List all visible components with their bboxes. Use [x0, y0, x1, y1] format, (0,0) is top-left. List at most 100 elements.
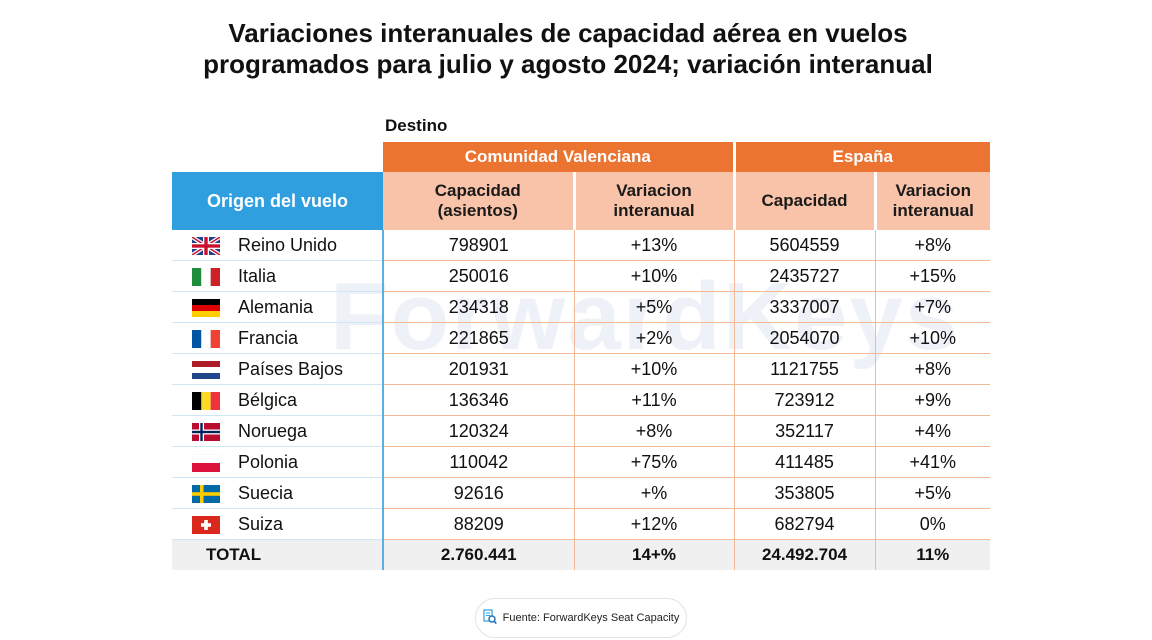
cv-variation-cell: +8% [574, 415, 735, 447]
table-body: Reino Unido 798901 +13% 5604559 +8% Italia 250… [172, 230, 990, 570]
source-text: Fuente: ForwardKeys Seat Capacity [502, 612, 680, 624]
cv-variation-cell: +13% [574, 230, 735, 261]
total-row: TOTAL 2.760.441 14+% 24.492.704 11% [172, 539, 990, 570]
title-line-2: programados para julio y agosto 2024; va… [203, 49, 933, 79]
cv-variation-cell: +% [574, 477, 735, 509]
es-capacity-cell: 723912 [734, 384, 876, 416]
origin-name: Suecia [238, 482, 294, 503]
origin-name: Polonia [238, 451, 299, 472]
chart-title: Variaciones interanuales de capacidad aé… [0, 18, 1136, 80]
group-header-es: España [734, 142, 990, 172]
table-row: Noruega 120324 +8% 352117 +4% [172, 415, 990, 447]
es-variation-cell: +8% [875, 353, 990, 385]
capacity-table: Comunidad Valenciana España Origen del v… [172, 142, 990, 570]
cv-variation-cell: +2% [574, 322, 735, 354]
origin-name: Italia [238, 265, 277, 286]
norway-flag-icon [192, 422, 220, 441]
origin-name: Países Bajos [238, 358, 344, 379]
origin-cell: Reino Unido [172, 230, 384, 261]
es-variation-cell: +10% [875, 322, 990, 354]
origin-cell: Suiza [172, 508, 384, 540]
total-es-variation: 11% [875, 539, 990, 570]
cv-capacity-cell: 92616 [383, 477, 575, 509]
cv-capacity-cell: 88209 [383, 508, 575, 540]
table-row: Países Bajos 201931 +10% 1121755 +8% [172, 353, 990, 385]
netherlands-flag-icon [192, 360, 220, 379]
cv-capacity-cell: 250016 [383, 260, 575, 292]
table-row: Suiza 88209 +12% 682794 0% [172, 508, 990, 540]
cv-capacity-cell: 221865 [383, 322, 575, 354]
total-label: TOTAL [172, 539, 384, 570]
germany-flag-icon [192, 298, 220, 317]
origin-name: Reino Unido [238, 234, 338, 255]
table-row: Francia 221865 +2% 2054070 +10% [172, 322, 990, 354]
magnifier-document-icon [483, 608, 497, 628]
es-variation-cell: +9% [875, 384, 990, 416]
cv-variation-cell: +11% [574, 384, 735, 416]
es-capacity-cell: 411485 [734, 446, 876, 478]
es-capacity-cell: 352117 [734, 415, 876, 447]
table-row: Bélgica 136346 +11% 723912 +9% [172, 384, 990, 416]
es-capacity-cell: 682794 [734, 508, 876, 540]
table-row: Polonia 110042 +75% 411485 +41% [172, 446, 990, 478]
cv-variation-header: Variacion interanual [574, 172, 736, 230]
origin-name: Bélgica [238, 389, 298, 410]
belgium-flag-icon [192, 391, 220, 410]
switzerland-flag-icon [192, 515, 220, 534]
es-capacity-cell: 1121755 [734, 353, 876, 385]
cv-capacity-header-line2: (asientos) [437, 201, 518, 220]
origin-cell: Polonia [172, 446, 384, 478]
cv-capacity-cell: 201931 [383, 353, 575, 385]
cv-variation-header-line2: interanual [613, 201, 695, 220]
es-capacity-header: Capacidad [734, 172, 877, 230]
es-variation-cell: +41% [875, 446, 990, 478]
france-flag-icon [192, 329, 220, 348]
es-variation-header: Variacion interanual [875, 172, 990, 230]
origin-cell: Francia [172, 322, 384, 354]
cv-capacity-cell: 798901 [383, 230, 575, 261]
sweden-flag-icon [192, 484, 220, 503]
es-variation-cell: +7% [875, 291, 990, 323]
poland-flag-icon [192, 453, 220, 472]
es-variation-header-line2: interanual [892, 201, 974, 220]
origin-cell: Italia [172, 260, 384, 292]
es-variation-header-line1: Variacion [895, 181, 972, 200]
es-variation-cell: +5% [875, 477, 990, 509]
origin-name: Suiza [238, 513, 284, 534]
cv-variation-cell: +75% [574, 446, 735, 478]
origin-name: Francia [238, 327, 299, 348]
table-row: Suecia 92616 +% 353805 +5% [172, 477, 990, 509]
destino-label: Destino [385, 116, 448, 135]
total-es-capacity: 24.492.704 [734, 539, 876, 570]
origin-name: Noruega [238, 420, 308, 441]
table-row: Reino Unido 798901 +13% 5604559 +8% [172, 230, 990, 261]
es-variation-cell: 0% [875, 508, 990, 540]
cv-capacity-cell: 136346 [383, 384, 575, 416]
total-cv-capacity: 2.760.441 [383, 539, 575, 570]
origin-cell: Alemania [172, 291, 384, 323]
uk-flag-icon [192, 236, 220, 255]
title-line-1: Variaciones interanuales de capacidad aé… [228, 18, 908, 48]
es-variation-cell: +15% [875, 260, 990, 292]
cv-variation-cell: +10% [574, 353, 735, 385]
cv-capacity-cell: 120324 [383, 415, 575, 447]
source-badge: Fuente: ForwardKeys Seat Capacity [475, 598, 687, 638]
table-row: Italia 250016 +10% 2435727 +15% [172, 260, 990, 292]
cv-capacity-header-line1: Capacidad [434, 181, 521, 200]
es-capacity-cell: 5604559 [734, 230, 876, 261]
cv-capacity-cell: 110042 [383, 446, 575, 478]
origin-cell: Noruega [172, 415, 384, 447]
cv-variation-cell: +10% [574, 260, 735, 292]
cv-variation-cell: +5% [574, 291, 735, 323]
origin-name: Alemania [238, 296, 314, 317]
origin-column-header: Origen del vuelo [172, 172, 383, 230]
es-capacity-cell: 2054070 [734, 322, 876, 354]
table-row: Alemania 234318 +5% 3337007 +7% [172, 291, 990, 323]
cv-capacity-cell: 234318 [383, 291, 575, 323]
es-variation-cell: +4% [875, 415, 990, 447]
cv-variation-header-line1: Variacion [616, 181, 692, 200]
empty-corner [172, 142, 383, 172]
origin-cell: Bélgica [172, 384, 384, 416]
es-capacity-cell: 353805 [734, 477, 876, 509]
group-header-cv: Comunidad Valenciana [383, 142, 736, 172]
